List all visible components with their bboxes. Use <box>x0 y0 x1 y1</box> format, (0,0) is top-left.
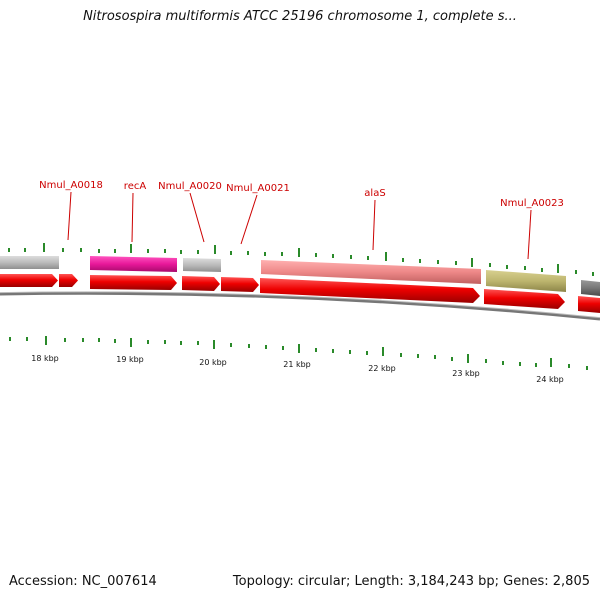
scale-label: 22 kbp <box>368 364 396 373</box>
gene-label-recA[interactable]: recA <box>124 181 147 192</box>
gene-label-Nmul_A0018[interactable]: Nmul_A0018 <box>39 180 103 191</box>
gene-bar-Nmul_A0020[interactable] <box>183 258 221 272</box>
gene-bar-alaS[interactable] <box>261 260 481 284</box>
gene-label-Nmul_A0023[interactable]: Nmul_A0023 <box>500 198 564 209</box>
gene-label-alaS[interactable]: alaS <box>364 188 385 199</box>
scale-label: 20 kbp <box>199 358 227 367</box>
scale-labels: 18 kbp 19 kbp 20 kbp 21 kbp 22 kbp 23 kb… <box>31 354 564 384</box>
scale-label: 18 kbp <box>31 354 59 363</box>
accession-label: Accession: NC_007614 <box>9 574 157 589</box>
gene-label-Nmul_A0020[interactable]: Nmul_A0020 <box>158 181 222 192</box>
cds-arrow[interactable] <box>0 274 58 287</box>
scale-label: 23 kbp <box>452 369 480 378</box>
gene-bar-recA[interactable] <box>90 256 177 272</box>
page-title: Nitrosospira multiformis ATCC 25196 chro… <box>83 9 517 24</box>
scale-label: 19 kbp <box>116 355 144 364</box>
gene-label-leaders <box>67 191 532 260</box>
scale-label: 21 kbp <box>283 360 311 369</box>
gene-bar-Nmul_A0017[interactable] <box>0 256 59 269</box>
scale-label: 24 kbp <box>536 375 564 384</box>
cds-arrow[interactable] <box>90 275 177 290</box>
cds-arrow[interactable] <box>484 289 565 309</box>
gene-bars <box>0 256 600 296</box>
gene-label-Nmul_A0021[interactable]: Nmul_A0021 <box>226 183 290 194</box>
gene-labels: Nmul_A0018 recA Nmul_A0020 Nmul_A0021 al… <box>39 180 564 209</box>
cds-arrow[interactable] <box>578 296 600 313</box>
gene-bar-next[interactable] <box>581 280 600 296</box>
inner-tick-marks <box>9 336 588 370</box>
gene-bar-Nmul_A0023[interactable] <box>486 270 566 292</box>
cds-arrow[interactable] <box>260 278 480 303</box>
chromosome-backbone-highlight <box>0 291 600 319</box>
chromosome-backbone <box>0 291 600 321</box>
cds-arrow[interactable] <box>182 276 220 291</box>
cds-arrow[interactable] <box>221 277 259 292</box>
outer-tick-marks <box>8 243 594 276</box>
cds-arrow[interactable] <box>59 274 78 287</box>
genome-summary: Topology: circular; Length: 3,184,243 bp… <box>232 574 590 589</box>
cds-arrows <box>0 274 600 313</box>
